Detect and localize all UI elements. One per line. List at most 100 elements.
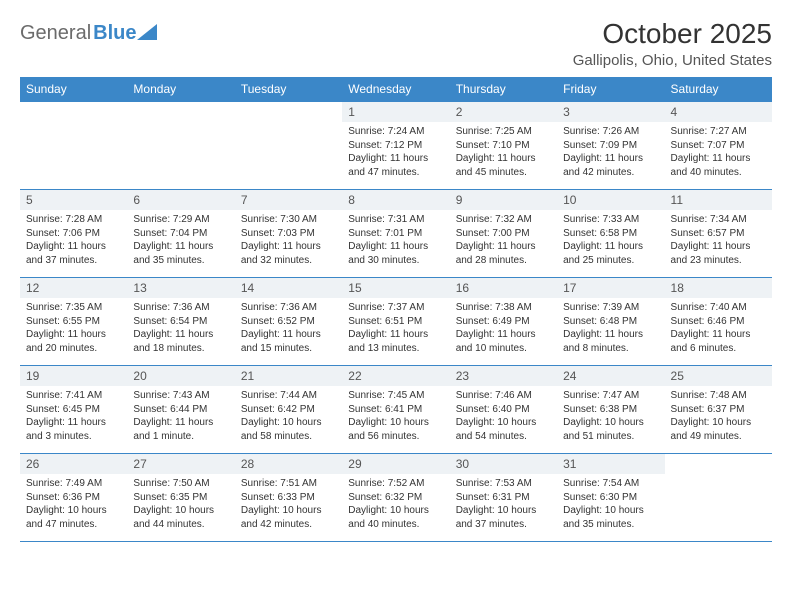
header: GeneralBlue October 2025 Gallipolis, Ohi… xyxy=(20,18,772,69)
day-details: Sunrise: 7:31 AMSunset: 7:01 PMDaylight:… xyxy=(342,210,449,271)
day-details: Sunrise: 7:35 AMSunset: 6:55 PMDaylight:… xyxy=(20,298,127,359)
calendar-day-cell: 15Sunrise: 7:37 AMSunset: 6:51 PMDayligh… xyxy=(342,278,449,366)
calendar-day-cell: 3Sunrise: 7:26 AMSunset: 7:09 PMDaylight… xyxy=(557,102,664,190)
calendar-week-row: 1Sunrise: 7:24 AMSunset: 7:12 PMDaylight… xyxy=(20,102,772,190)
day-number: 24 xyxy=(557,366,664,386)
day-details: Sunrise: 7:53 AMSunset: 6:31 PMDaylight:… xyxy=(450,474,557,535)
day-details: Sunrise: 7:51 AMSunset: 6:33 PMDaylight:… xyxy=(235,474,342,535)
calendar-day-cell: 28Sunrise: 7:51 AMSunset: 6:33 PMDayligh… xyxy=(235,454,342,542)
day-details: Sunrise: 7:25 AMSunset: 7:10 PMDaylight:… xyxy=(450,122,557,183)
calendar-day-cell: 12Sunrise: 7:35 AMSunset: 6:55 PMDayligh… xyxy=(20,278,127,366)
day-number: 20 xyxy=(127,366,234,386)
calendar-day-cell: 19Sunrise: 7:41 AMSunset: 6:45 PMDayligh… xyxy=(20,366,127,454)
day-number: 5 xyxy=(20,190,127,210)
day-number: 22 xyxy=(342,366,449,386)
day-number: 10 xyxy=(557,190,664,210)
calendar-day-cell: 22Sunrise: 7:45 AMSunset: 6:41 PMDayligh… xyxy=(342,366,449,454)
day-number: 26 xyxy=(20,454,127,474)
day-details: Sunrise: 7:36 AMSunset: 6:52 PMDaylight:… xyxy=(235,298,342,359)
calendar-empty-cell xyxy=(20,102,127,190)
day-details: Sunrise: 7:47 AMSunset: 6:38 PMDaylight:… xyxy=(557,386,664,447)
calendar-day-cell: 30Sunrise: 7:53 AMSunset: 6:31 PMDayligh… xyxy=(450,454,557,542)
day-number: 12 xyxy=(20,278,127,298)
day-number: 25 xyxy=(665,366,772,386)
day-number: 30 xyxy=(450,454,557,474)
day-details: Sunrise: 7:40 AMSunset: 6:46 PMDaylight:… xyxy=(665,298,772,359)
day-details: Sunrise: 7:38 AMSunset: 6:49 PMDaylight:… xyxy=(450,298,557,359)
month-title: October 2025 xyxy=(573,18,772,50)
calendar-day-cell: 4Sunrise: 7:27 AMSunset: 7:07 PMDaylight… xyxy=(665,102,772,190)
calendar-day-cell: 24Sunrise: 7:47 AMSunset: 6:38 PMDayligh… xyxy=(557,366,664,454)
day-number: 11 xyxy=(665,190,772,210)
day-header: Wednesday xyxy=(342,77,449,102)
calendar-empty-cell xyxy=(127,102,234,190)
calendar-day-cell: 25Sunrise: 7:48 AMSunset: 6:37 PMDayligh… xyxy=(665,366,772,454)
day-number: 17 xyxy=(557,278,664,298)
day-number: 6 xyxy=(127,190,234,210)
day-header: Tuesday xyxy=(235,77,342,102)
day-details: Sunrise: 7:30 AMSunset: 7:03 PMDaylight:… xyxy=(235,210,342,271)
day-number: 8 xyxy=(342,190,449,210)
calendar-day-cell: 23Sunrise: 7:46 AMSunset: 6:40 PMDayligh… xyxy=(450,366,557,454)
calendar-body: 1Sunrise: 7:24 AMSunset: 7:12 PMDaylight… xyxy=(20,102,772,542)
day-details: Sunrise: 7:46 AMSunset: 6:40 PMDaylight:… xyxy=(450,386,557,447)
day-number: 28 xyxy=(235,454,342,474)
day-number: 2 xyxy=(450,102,557,122)
calendar-week-row: 5Sunrise: 7:28 AMSunset: 7:06 PMDaylight… xyxy=(20,190,772,278)
day-number: 31 xyxy=(557,454,664,474)
calendar-day-cell: 8Sunrise: 7:31 AMSunset: 7:01 PMDaylight… xyxy=(342,190,449,278)
day-details: Sunrise: 7:43 AMSunset: 6:44 PMDaylight:… xyxy=(127,386,234,447)
calendar-day-cell: 20Sunrise: 7:43 AMSunset: 6:44 PMDayligh… xyxy=(127,366,234,454)
calendar-day-cell: 29Sunrise: 7:52 AMSunset: 6:32 PMDayligh… xyxy=(342,454,449,542)
calendar-week-row: 26Sunrise: 7:49 AMSunset: 6:36 PMDayligh… xyxy=(20,454,772,542)
calendar-day-cell: 21Sunrise: 7:44 AMSunset: 6:42 PMDayligh… xyxy=(235,366,342,454)
day-details: Sunrise: 7:41 AMSunset: 6:45 PMDaylight:… xyxy=(20,386,127,447)
logo-text-gray: General xyxy=(20,22,91,45)
calendar-day-cell: 31Sunrise: 7:54 AMSunset: 6:30 PMDayligh… xyxy=(557,454,664,542)
calendar-day-cell: 27Sunrise: 7:50 AMSunset: 6:35 PMDayligh… xyxy=(127,454,234,542)
day-details: Sunrise: 7:29 AMSunset: 7:04 PMDaylight:… xyxy=(127,210,234,271)
day-details: Sunrise: 7:52 AMSunset: 6:32 PMDaylight:… xyxy=(342,474,449,535)
day-number: 21 xyxy=(235,366,342,386)
day-details: Sunrise: 7:34 AMSunset: 6:57 PMDaylight:… xyxy=(665,210,772,271)
calendar-table: SundayMondayTuesdayWednesdayThursdayFrid… xyxy=(20,77,772,542)
calendar-day-cell: 6Sunrise: 7:29 AMSunset: 7:04 PMDaylight… xyxy=(127,190,234,278)
calendar-day-cell: 18Sunrise: 7:40 AMSunset: 6:46 PMDayligh… xyxy=(665,278,772,366)
day-details: Sunrise: 7:27 AMSunset: 7:07 PMDaylight:… xyxy=(665,122,772,183)
day-number: 19 xyxy=(20,366,127,386)
day-header: Friday xyxy=(557,77,664,102)
day-details: Sunrise: 7:45 AMSunset: 6:41 PMDaylight:… xyxy=(342,386,449,447)
day-header: Thursday xyxy=(450,77,557,102)
day-number: 29 xyxy=(342,454,449,474)
calendar-day-cell: 16Sunrise: 7:38 AMSunset: 6:49 PMDayligh… xyxy=(450,278,557,366)
day-number: 15 xyxy=(342,278,449,298)
day-details: Sunrise: 7:39 AMSunset: 6:48 PMDaylight:… xyxy=(557,298,664,359)
day-details: Sunrise: 7:37 AMSunset: 6:51 PMDaylight:… xyxy=(342,298,449,359)
day-details: Sunrise: 7:50 AMSunset: 6:35 PMDaylight:… xyxy=(127,474,234,535)
day-details: Sunrise: 7:28 AMSunset: 7:06 PMDaylight:… xyxy=(20,210,127,271)
calendar-day-cell: 9Sunrise: 7:32 AMSunset: 7:00 PMDaylight… xyxy=(450,190,557,278)
calendar-day-cell: 14Sunrise: 7:36 AMSunset: 6:52 PMDayligh… xyxy=(235,278,342,366)
logo-triangle-icon xyxy=(137,24,157,40)
calendar-week-row: 12Sunrise: 7:35 AMSunset: 6:55 PMDayligh… xyxy=(20,278,772,366)
calendar-day-cell: 5Sunrise: 7:28 AMSunset: 7:06 PMDaylight… xyxy=(20,190,127,278)
calendar-empty-cell xyxy=(665,454,772,542)
day-number: 7 xyxy=(235,190,342,210)
day-details: Sunrise: 7:49 AMSunset: 6:36 PMDaylight:… xyxy=(20,474,127,535)
day-number: 13 xyxy=(127,278,234,298)
title-block: October 2025 Gallipolis, Ohio, United St… xyxy=(573,18,772,69)
day-number: 9 xyxy=(450,190,557,210)
day-header: Sunday xyxy=(20,77,127,102)
location-text: Gallipolis, Ohio, United States xyxy=(573,52,772,69)
calendar-day-cell: 26Sunrise: 7:49 AMSunset: 6:36 PMDayligh… xyxy=(20,454,127,542)
calendar-week-row: 19Sunrise: 7:41 AMSunset: 6:45 PMDayligh… xyxy=(20,366,772,454)
day-header-row: SundayMondayTuesdayWednesdayThursdayFrid… xyxy=(20,77,772,102)
day-number: 16 xyxy=(450,278,557,298)
calendar-day-cell: 7Sunrise: 7:30 AMSunset: 7:03 PMDaylight… xyxy=(235,190,342,278)
day-details: Sunrise: 7:54 AMSunset: 6:30 PMDaylight:… xyxy=(557,474,664,535)
day-details: Sunrise: 7:26 AMSunset: 7:09 PMDaylight:… xyxy=(557,122,664,183)
day-header: Saturday xyxy=(665,77,772,102)
day-number: 18 xyxy=(665,278,772,298)
calendar-day-cell: 10Sunrise: 7:33 AMSunset: 6:58 PMDayligh… xyxy=(557,190,664,278)
day-details: Sunrise: 7:48 AMSunset: 6:37 PMDaylight:… xyxy=(665,386,772,447)
